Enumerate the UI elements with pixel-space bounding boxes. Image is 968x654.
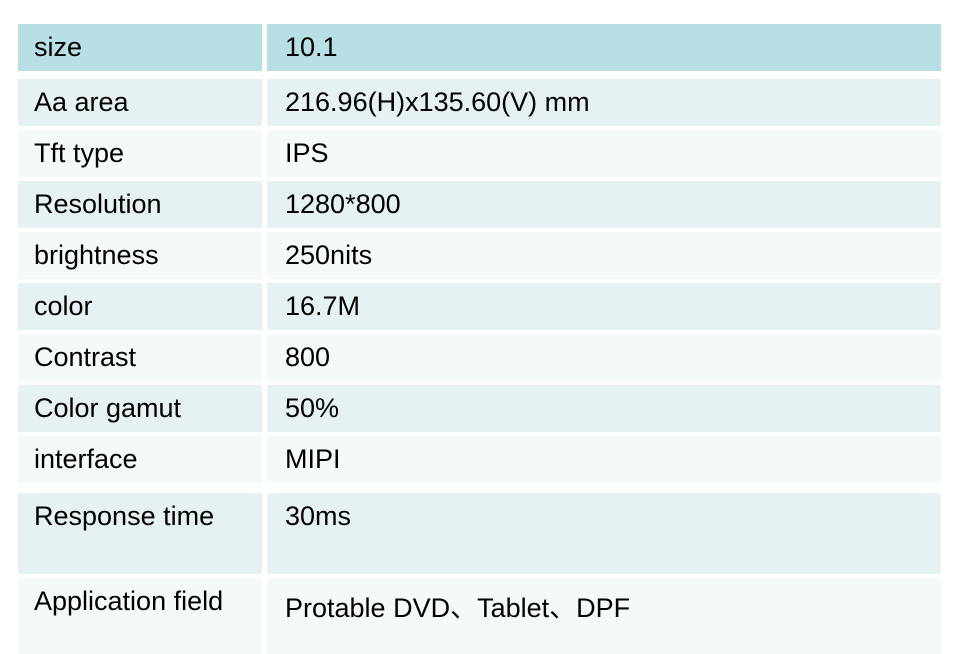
spec-label-contrast: Contrast — [18, 334, 262, 381]
spec-value-color: 16.7M — [267, 283, 941, 330]
spec-row-size: size 10.1 — [18, 24, 941, 71]
display-spec-table: size 10.1 Aa area 216.96(H)x135.60(V) mm… — [18, 24, 941, 654]
spec-label-brightness: brightness — [18, 232, 262, 279]
spec-value-application-field: Protable DVD、Tablet、DPF — [267, 578, 941, 654]
spec-value-aa-area: 216.96(H)x135.60(V) mm — [267, 79, 941, 126]
spec-value-brightness: 250nits — [267, 232, 941, 279]
spec-row-application-field: Application field Protable DVD、Tablet、DP… — [18, 578, 941, 654]
spec-value-size: 10.1 — [267, 24, 941, 71]
spec-value-tft-type: IPS — [267, 130, 941, 177]
spec-value-resolution: 1280*800 — [267, 181, 941, 228]
spec-label-size: size — [18, 24, 262, 71]
spec-value-color-gamut: 50% — [267, 385, 941, 432]
spec-row-interface: interface MIPI — [18, 436, 941, 483]
spec-label-application-field: Application field — [18, 578, 262, 654]
spec-row-color-gamut: Color gamut 50% — [18, 385, 941, 432]
spec-label-tft-type: Tft type — [18, 130, 262, 177]
spec-row-resolution: Resolution 1280*800 — [18, 181, 941, 228]
spec-label-response-time: Response time — [18, 493, 262, 574]
spec-value-contrast: 800 — [267, 334, 941, 381]
spec-row-color: color 16.7M — [18, 283, 941, 330]
spec-row-aa-area: Aa area 216.96(H)x135.60(V) mm — [18, 79, 941, 126]
spec-label-resolution: Resolution — [18, 181, 262, 228]
spec-value-response-time: 30ms — [267, 493, 941, 574]
spec-row-tft-type: Tft type IPS — [18, 130, 941, 177]
spec-value-interface: MIPI — [267, 436, 941, 483]
spec-label-color: color — [18, 283, 262, 330]
spec-row-response-time: Response time 30ms — [18, 493, 941, 574]
spec-label-interface: interface — [18, 436, 262, 483]
spec-label-color-gamut: Color gamut — [18, 385, 262, 432]
spec-label-aa-area: Aa area — [18, 79, 262, 126]
spec-row-contrast: Contrast 800 — [18, 334, 941, 381]
spec-row-brightness: brightness 250nits — [18, 232, 941, 279]
